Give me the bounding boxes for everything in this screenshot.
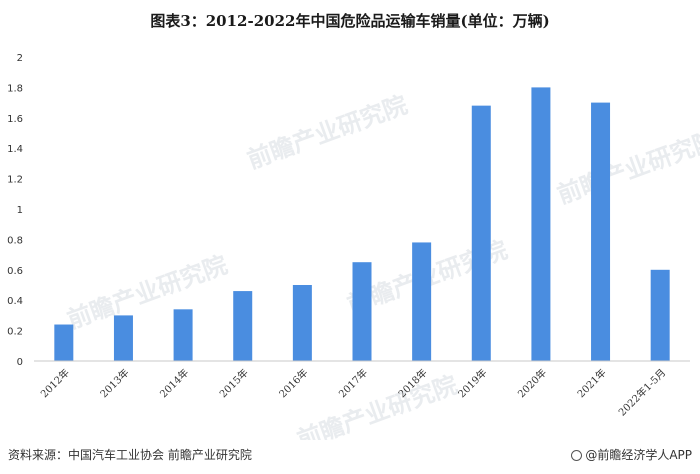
brand-logo-icon: [571, 450, 583, 461]
brand-label: @前瞻经济学人APP: [585, 448, 692, 462]
y-tick-label: 1.4: [7, 144, 23, 155]
y-tick-label: 1: [17, 205, 23, 216]
x-tick-label: 2022年1-5月: [616, 366, 669, 419]
brand-note: @前瞻经济学人APP: [571, 446, 692, 463]
x-tick-label: 2016年: [276, 366, 310, 400]
y-tick-label: 2: [17, 53, 23, 64]
bar: [54, 324, 74, 361]
bar: [471, 105, 491, 361]
chart-title: 图表3：2012-2022年中国危险品运输车销量(单位：万辆): [150, 12, 550, 30]
bar: [412, 242, 432, 361]
bar: [113, 315, 133, 361]
y-tick-label: 0: [17, 357, 23, 368]
source-note: 资料来源：中国汽车工业协会 前瞻产业研究院: [8, 448, 252, 462]
watermark-text: 前瞻产业研究院: [244, 91, 411, 175]
watermark-text: 前瞻产业研究院: [64, 251, 231, 335]
bar: [352, 262, 372, 361]
x-tick-label: 2015年: [217, 366, 251, 400]
y-axis: 0 0.2 0.4 0.6 0.8 1 1.2 1.4 1.6 1.8 2: [7, 53, 23, 368]
x-tick-label: 2017年: [336, 366, 370, 400]
y-tick-label: 0.2: [7, 327, 23, 338]
bars: [54, 87, 670, 362]
bar: [650, 269, 670, 361]
bar: [173, 309, 193, 361]
x-tick-label: 2014年: [157, 366, 191, 400]
y-tick-label: 0.4: [7, 296, 23, 307]
x-tick-label: 2019年: [455, 366, 489, 400]
x-tick-label: 2020年: [515, 366, 549, 400]
x-tick-label: 2013年: [97, 366, 131, 400]
watermark-text: 前瞻产业研究院: [294, 371, 461, 440]
y-tick-label: 1.2: [7, 175, 23, 186]
y-tick-label: 1.8: [7, 83, 23, 94]
x-tick-label: 2012年: [38, 366, 72, 400]
bar: [233, 291, 253, 361]
bar-chart: 前瞻产业研究院前瞻产业研究院前瞻产业研究院前瞻产业研究院前瞻产业研究院 00.2…: [7, 53, 700, 440]
y-tick-label: 1.6: [7, 114, 23, 125]
x-tick-label: 2021年: [574, 366, 608, 400]
watermark-text: 前瞻产业研究院: [554, 126, 700, 210]
y-tick-label: 0.6: [7, 266, 23, 277]
bar: [292, 285, 312, 361]
bar: [591, 102, 611, 361]
bar: [531, 87, 551, 362]
y-tick-label: 0.8: [7, 235, 23, 246]
